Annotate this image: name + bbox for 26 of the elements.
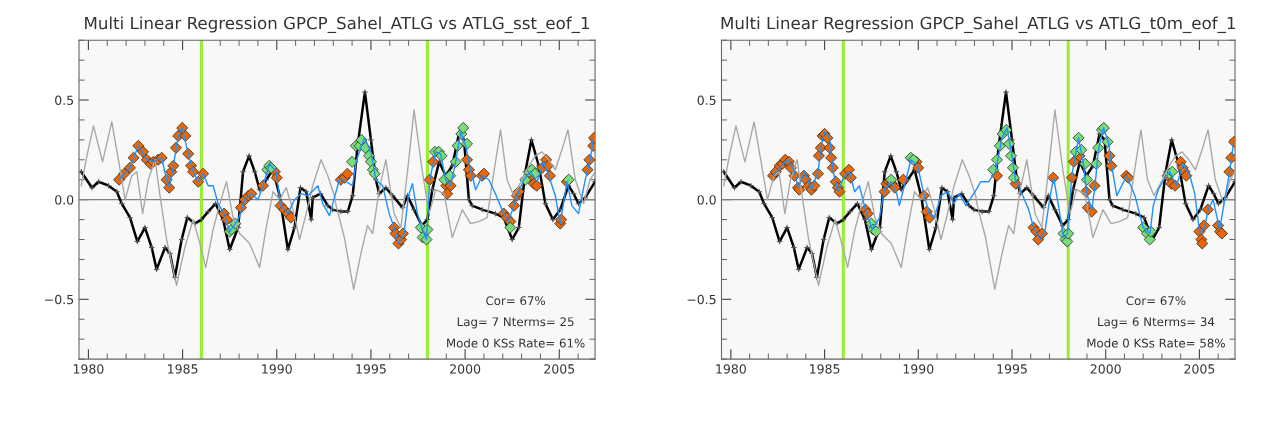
annotation: Mode 0 KSs Rate= 58% [1087, 338, 1225, 348]
x-tick-label: 1985 [168, 364, 198, 374]
x-tick-label: 1990 [262, 364, 292, 374]
x-tick-label: 1985 [810, 364, 840, 374]
x-tick-label: 2000 [450, 364, 481, 374]
x-tick-label: 1995 [997, 364, 1027, 374]
y-tick-label: 0.5 [55, 95, 74, 105]
y-tick-label: 0.0 [55, 195, 74, 205]
y-tick-label: 0.0 [697, 195, 716, 205]
y-tick-label: −0.5 [45, 294, 74, 305]
annotation: Mode 0 KSs Rate= 61% [447, 338, 585, 348]
annotation: Lag= 6 Nterms= 34 [1098, 317, 1215, 329]
x-tick-label: 1990 [903, 364, 934, 374]
annotation: Cor= 67% [1126, 296, 1186, 306]
x-tick-label: 1980 [73, 364, 104, 374]
chart-title: Multi Linear Regression GPCP_Sahel_ATLG vs ATLG_t0m_eof_1 [721, 16, 1236, 34]
x-tick-label: 2000 [1090, 364, 1121, 374]
y-tick-label: −0.5 [687, 294, 716, 305]
x-tick-label: 1995 [356, 364, 386, 374]
y-tick-label: 0.5 [697, 95, 716, 105]
annotation: Cor= 67% [486, 296, 546, 306]
annotation: Lag= 7 Nterms= 25 [457, 317, 574, 329]
x-tick-label: 2005 [1184, 364, 1215, 374]
x-tick-label: 1980 [716, 364, 746, 374]
chart-title: Multi Linear Regression GPCP_Sahel_ATLG vs ATLG_sst_eof_1 [85, 16, 590, 34]
x-tick-label: 2005 [544, 364, 575, 374]
